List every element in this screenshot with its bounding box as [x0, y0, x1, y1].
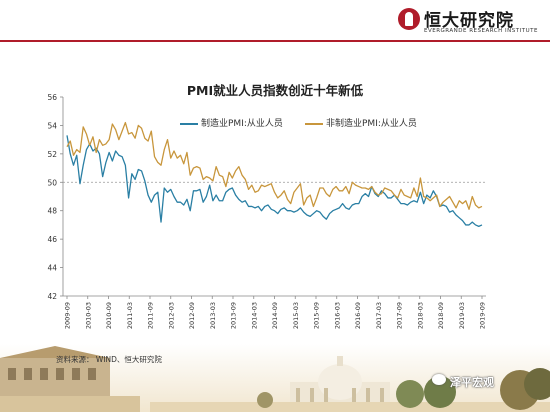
chart-series	[66, 121, 483, 228]
source-note: 资料来源： WIND、恒大研究院	[56, 355, 162, 364]
x-tick-label: 2010-09	[105, 302, 113, 329]
x-tick-label: 2013-09	[230, 302, 238, 329]
wechat-icon	[432, 374, 446, 385]
x-tick-label: 2017-09	[396, 302, 404, 329]
series-line-non-manufacturing	[66, 121, 483, 210]
chart-title: PMI就业人员指数创近十年新低	[186, 83, 364, 98]
logo-icon	[398, 8, 420, 30]
watermark-text: 泽平宏观	[450, 376, 494, 389]
x-tick-label: 2015-03	[292, 302, 300, 329]
x-tick-label: 2012-09	[188, 302, 196, 329]
x-tick-label: 2014-03	[250, 302, 258, 329]
y-tick-label: 50	[47, 178, 57, 187]
legend-item-manufacturing: 制造业PMI:从业人员	[180, 116, 283, 129]
legend-item-non-manufacturing: 非制造业PMI:从业人员	[305, 116, 417, 129]
y-tick-label: 48	[47, 207, 57, 216]
x-tick-label: 2014-09	[271, 302, 279, 329]
footer-skyline	[0, 344, 550, 412]
x-tick-label: 2019-09	[479, 302, 487, 329]
x-tick-label: 2018-09	[437, 302, 445, 329]
y-tick-label: 52	[47, 150, 57, 159]
legend-label-non-manufacturing: 非制造业PMI:从业人员	[326, 119, 417, 129]
logo-text: 恒大研究院	[424, 11, 514, 31]
series-line-manufacturing	[66, 135, 483, 228]
x-tick-label: 2015-09	[313, 302, 321, 329]
legend-label-manufacturing: 制造业PMI:从业人员	[201, 119, 283, 129]
y-tick-label: 42	[47, 292, 57, 301]
x-tick-label: 2013-03	[209, 302, 217, 329]
x-tick-label: 2011-09	[147, 302, 155, 329]
y-tick-label: 44	[47, 264, 57, 273]
y-tick-label: 56	[47, 93, 57, 102]
company-logo: 恒大研究院 EVERGRANDE RESEARCH INSTITUTE	[398, 6, 543, 38]
x-tick-label: 2018-03	[416, 302, 424, 329]
x-tick-label: 2016-09	[354, 302, 362, 329]
x-tick-label: 2010-03	[84, 302, 92, 329]
legend-swatch-non-manufacturing	[305, 122, 323, 125]
header-divider	[0, 40, 550, 42]
legend-swatch-manufacturing	[180, 122, 198, 125]
x-tick-label: 2019-03	[458, 302, 466, 329]
logo-subtext: EVERGRANDE RESEARCH INSTITUTE	[424, 28, 538, 34]
x-tick-label: 2016-03	[333, 302, 341, 329]
x-tick-label: 2011-03	[126, 302, 134, 329]
y-tick-label: 46	[47, 235, 57, 244]
x-tick-label: 2009-09	[64, 302, 72, 329]
chart-axes: 42 44 46 48 50 52 54 56 2009-09 2010-03 2010-09 201…	[47, 93, 486, 329]
x-tick-label: 2017-03	[375, 302, 383, 329]
y-tick-label: 54	[47, 121, 57, 130]
x-tick-label: 2012-03	[167, 302, 175, 329]
